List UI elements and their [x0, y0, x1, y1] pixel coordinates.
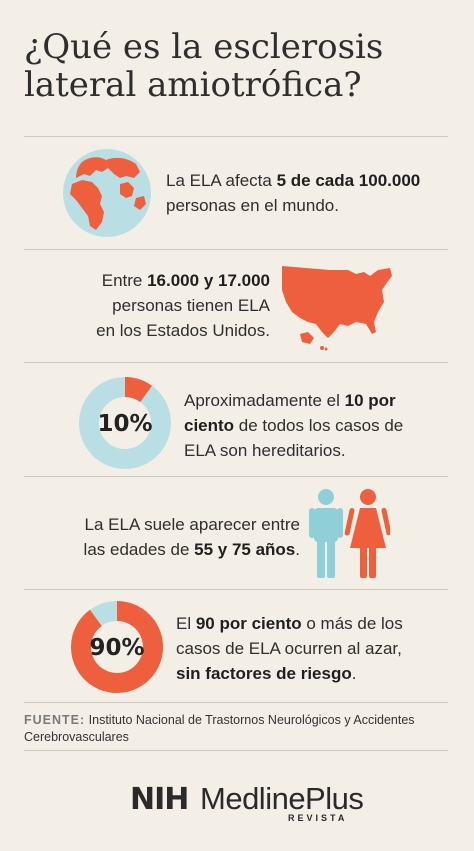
- donut-chart-90: 90%: [71, 601, 163, 693]
- divider: [24, 249, 448, 250]
- donut-label-90: 90%: [89, 635, 144, 661]
- nih-medlineplus-logo: NIH MedlinePlus REVISTA: [130, 778, 364, 824]
- stat-usa-text: Entre 16.000 y 17.000 personas tienen EL…: [96, 271, 270, 340]
- stat-age-text: La ELA suele aparecer entre las edades d…: [83, 515, 300, 559]
- divider: [24, 362, 448, 363]
- source-note: FUENTE: Instituto Nacional de Trastornos…: [24, 712, 448, 746]
- logo-medlineplus: MedlinePlus: [200, 781, 364, 816]
- globe-icon: [63, 149, 151, 237]
- source-label: FUENTE:: [24, 713, 86, 727]
- divider: [24, 589, 448, 590]
- stat-world-text: La ELA afecta 5 de cada 100.000 personas…: [166, 171, 421, 215]
- donut-label-10: 10%: [97, 411, 152, 437]
- usa-map-icon: [282, 266, 392, 351]
- woman-icon: [344, 489, 390, 578]
- divider: [24, 702, 448, 703]
- logo-nih: NIH: [130, 782, 189, 817]
- man-woman-icon: [309, 489, 390, 578]
- page-title: ¿Qué es la esclerosis lateral amiotrófic…: [24, 27, 384, 105]
- source-text: Instituto Nacional de Trastornos Neuroló…: [24, 713, 415, 744]
- divider: [24, 750, 448, 751]
- donut-chart-10: 10%: [79, 377, 171, 469]
- divider: [24, 136, 448, 137]
- divider: [24, 476, 448, 477]
- stat-random-text: El 90 por ciento o más de los casos de E…: [176, 614, 403, 683]
- man-icon: [309, 489, 343, 578]
- logo-revista: REVISTA: [288, 813, 348, 823]
- stat-hereditary-text: Aproximadamente el 10 por ciento de todo…: [184, 391, 404, 460]
